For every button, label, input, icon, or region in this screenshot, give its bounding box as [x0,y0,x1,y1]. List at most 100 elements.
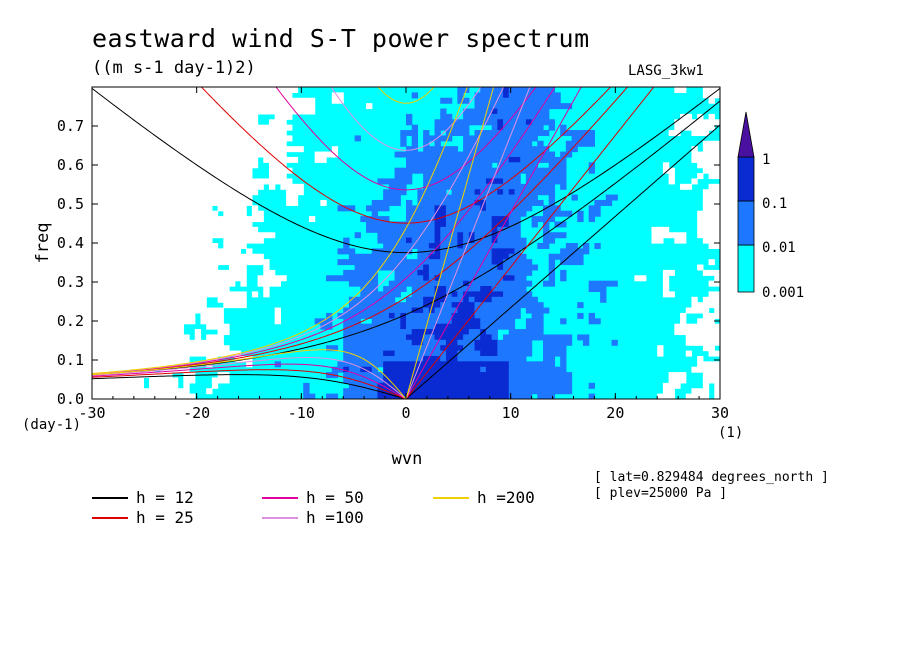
field-cell [154,162,162,169]
field-cell [223,253,230,260]
field-cell [548,366,556,373]
field-cell [485,146,493,153]
field-cell [114,318,122,325]
field-cell [451,167,458,174]
field-cell [246,92,253,99]
field-cell [206,275,213,282]
field-cell [474,377,481,384]
field-cell [149,135,156,142]
field-cell [189,259,196,266]
field-cell [468,361,476,368]
field-cell [120,189,127,196]
field-cell [154,146,162,153]
field-cell [234,103,242,110]
field-cell [166,103,173,110]
field-cell [97,140,105,147]
field-cell [200,259,207,266]
field-cell [200,189,207,196]
field-cell [177,189,184,196]
field-cell [508,173,516,180]
field-cell [434,372,441,379]
field-cell [131,194,139,201]
field-cell [548,275,556,282]
field-cell [211,291,219,298]
field-cell [588,205,595,212]
field-cell [428,269,436,276]
field-cell [143,140,150,147]
field-cell [406,162,413,169]
field-cell [423,361,430,368]
field-cell [286,199,293,206]
field-cell [200,162,207,169]
field-cell [331,393,339,399]
field-cell [160,232,167,239]
field-cell [211,178,219,185]
field-cell [554,221,561,228]
field-cell [126,178,133,185]
field-cell [137,361,144,368]
field-cell [434,205,441,212]
field-cell [445,366,453,373]
field-cell [485,140,493,147]
field-cell [109,253,116,260]
field-cell [200,237,207,244]
field-cell [166,226,173,233]
field-cell [474,366,481,373]
field-cell [543,156,550,163]
field-cell [268,135,276,142]
field-cell [674,329,681,336]
field-cell [394,178,401,185]
field-cell [211,350,219,357]
field-cell [440,216,447,223]
field-cell [274,92,281,99]
field-cell [497,350,504,357]
field-cell [166,312,173,319]
field-cell [211,151,219,158]
field-cell [183,296,190,303]
field-cell [149,275,156,282]
field-cell [428,388,436,395]
field-cell [160,318,167,325]
field-cell [166,156,173,163]
field-cell [97,205,105,212]
field-cell [206,226,213,233]
field-cell [440,162,447,169]
field-cell [297,108,304,115]
field-cell [109,232,116,239]
field-cell [166,291,173,298]
field-cell [434,226,441,233]
field-cell [131,124,139,131]
field-cell [474,286,481,293]
field-cell [560,372,567,379]
field-cell [697,221,704,228]
field-cell [474,146,481,153]
field-cell [531,119,538,126]
field-cell [131,253,139,260]
field-cell [491,286,498,293]
field-cell [103,156,110,163]
field-cell [126,312,133,319]
field-cell [348,259,356,266]
field-cell [280,151,287,158]
field-cell [520,103,527,110]
field-cell [131,119,139,126]
field-cell [103,173,110,180]
field-cell [702,323,710,330]
field-cell [537,124,544,131]
field-cell [143,130,150,137]
field-cell [680,377,687,384]
field-cell [503,382,510,389]
field-cell [394,355,401,362]
field-cell [171,183,179,190]
field-cell [702,124,710,131]
field-cell [457,307,464,314]
field-cell [257,103,264,110]
field-cell [297,97,304,104]
field-cell [97,264,105,271]
field-cell [503,259,510,266]
field-cell [143,97,150,104]
field-cell [554,97,561,104]
field-cell [520,302,527,309]
field-cell [371,269,379,276]
field-cell [508,302,516,309]
